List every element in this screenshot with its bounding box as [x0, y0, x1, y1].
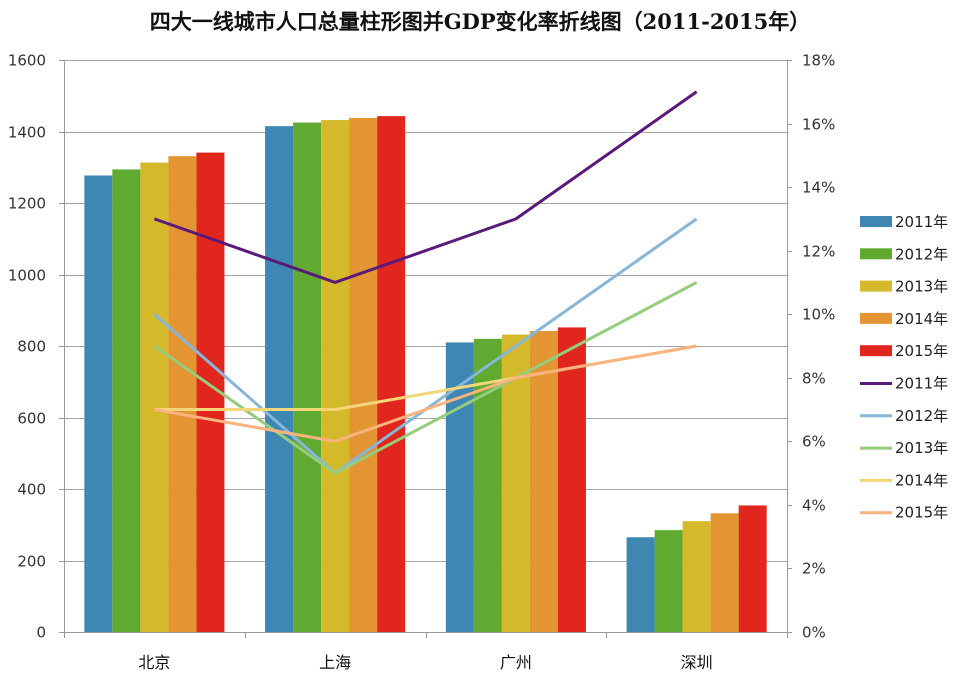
right-tick-label: 8% — [802, 370, 826, 388]
chart-title: 四大一线城市人口总量柱形图并GDP变化率折线图（2011-2015年） — [149, 9, 811, 34]
left-tick-label: 1000 — [8, 267, 46, 285]
legend-label: 2012年 — [895, 407, 948, 425]
bar — [682, 521, 711, 632]
legend-label: 2011年 — [895, 375, 948, 393]
right-tick-label: 18% — [802, 52, 835, 70]
left-tick-label: 0 — [36, 624, 46, 642]
bars — [84, 116, 767, 633]
bar — [738, 505, 767, 632]
right-tick-label: 4% — [802, 497, 826, 515]
legend-label: 2011年 — [895, 213, 948, 231]
series-line — [153, 90, 698, 285]
bar — [557, 327, 586, 632]
legend-label: 2015年 — [895, 342, 948, 360]
right-tick-label: 6% — [802, 433, 826, 451]
bar — [140, 162, 169, 632]
right-tick-label: 16% — [802, 116, 835, 134]
bar — [529, 330, 558, 632]
legend-label: 2013年 — [895, 439, 948, 457]
left-tick-label: 1200 — [8, 195, 46, 213]
bar — [710, 513, 739, 632]
right-tick-label: 14% — [802, 179, 835, 197]
series-line — [154, 344, 697, 412]
left-tick-label: 400 — [17, 481, 46, 499]
bar — [112, 169, 141, 632]
right-tick-label: 12% — [802, 243, 835, 261]
legend-swatch — [860, 216, 892, 227]
bar — [265, 126, 294, 632]
right-tick-label: 2% — [802, 560, 826, 578]
x-tick-label: 北京 — [138, 653, 170, 672]
legend: 2011年 2012年 2013年 2014年 2015年 2011年 2012年 2013年… — [860, 213, 948, 522]
left-tick-label: 1400 — [8, 124, 46, 142]
x-tick-label: 上海 — [319, 653, 351, 672]
legend-label: 2012年 — [895, 245, 948, 263]
x-tick-label: 深圳 — [681, 653, 713, 672]
bar — [377, 116, 406, 632]
right-tick-label: 0% — [802, 624, 826, 642]
x-tick-label: 广州 — [500, 653, 532, 672]
bar — [654, 530, 683, 632]
series-line — [153, 281, 698, 475]
left-tick-label: 200 — [17, 553, 46, 571]
left-tick-label: 600 — [17, 410, 46, 428]
bar — [321, 120, 350, 632]
axes: 0 200 400 600 800 1000 1200 1400 1600 0% 2% 4% 6% 8% 1… — [8, 52, 836, 673]
legend-swatch — [860, 312, 892, 324]
legend-swatch — [860, 280, 892, 292]
left-tick-label: 1600 — [8, 52, 46, 70]
legend-label: 2015年 — [895, 504, 948, 522]
legend-label: 2013年 — [895, 278, 948, 296]
bar — [84, 175, 113, 632]
bar — [293, 122, 322, 632]
bar — [349, 117, 378, 632]
legend-swatch — [860, 248, 892, 260]
bar — [168, 156, 197, 633]
right-tick-label: 10% — [802, 306, 835, 324]
bar — [626, 537, 655, 632]
legend-swatch — [860, 345, 892, 357]
lines — [153, 90, 698, 476]
legend-label: 2014年 — [895, 310, 948, 328]
legend-label: 2014年 — [895, 471, 948, 489]
series-line — [154, 344, 697, 443]
left-tick-label: 800 — [17, 338, 46, 356]
